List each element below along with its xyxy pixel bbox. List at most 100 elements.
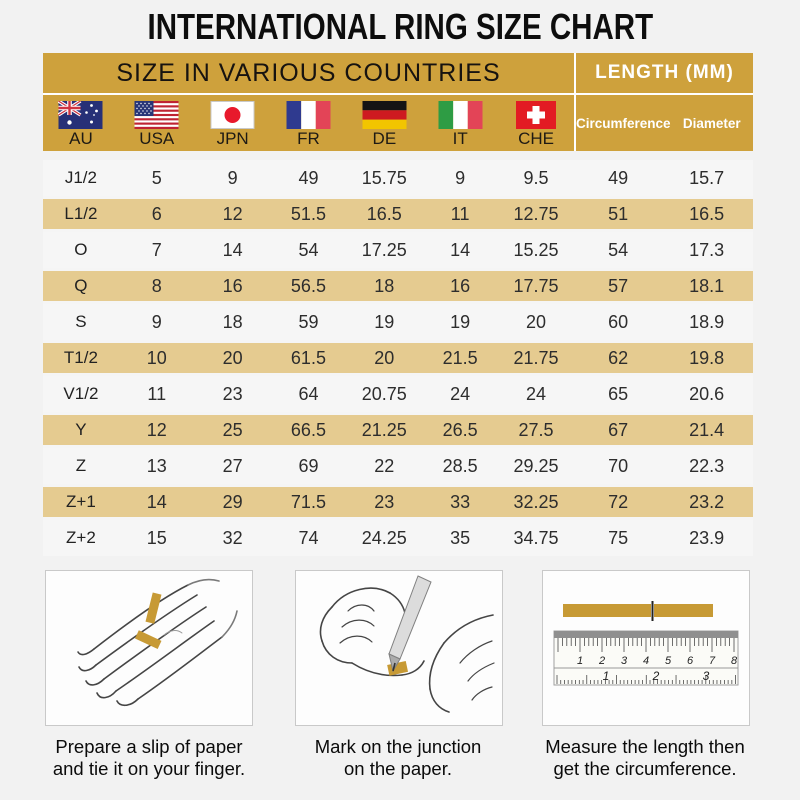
hand-with-paper-illustration (77, 578, 238, 707)
table-cell: 70 (608, 455, 629, 476)
table-cell: 61.5 (290, 347, 326, 368)
table-cell: 9 (227, 167, 238, 188)
ruler-number: 1 (603, 669, 610, 683)
column-header-de: DE (346, 101, 422, 148)
table-body: J1/2 5 9 49 15.75 9 9.5 49 15.7 L1/2 6 12 51.5 16.5 11… (43, 160, 753, 556)
table-row: Q 8 16 56.5 18 16 17.75 57 18.1 (43, 268, 753, 304)
table-cell: 26.5 (442, 419, 478, 440)
row-size-label: O (74, 240, 88, 259)
table-cell: 9 (151, 311, 162, 332)
ruler-number: 5 (665, 655, 672, 667)
table-cell: 8 (151, 275, 162, 296)
table-cell: 16 (450, 275, 471, 296)
table-cell: 18.9 (689, 311, 725, 332)
table-cell: 20 (525, 311, 546, 332)
table-cell: 19 (450, 311, 471, 332)
ruler-number: 1 (577, 655, 583, 667)
instruction-caption-1: Prepare a slip of paper and tie it on yo… (52, 736, 246, 779)
table-cell: 21.5 (442, 347, 478, 368)
ruler-number: 2 (598, 655, 605, 667)
ruler-number: 2 (652, 669, 660, 683)
table-cell: 29.25 (513, 455, 559, 476)
table-row: V1/2 11 23 64 20.75 24 24 65 20.6 (43, 376, 753, 412)
column-header-che: CHE (498, 101, 574, 148)
row-size-label: Q (74, 276, 88, 295)
table-cell: 51 (608, 203, 629, 224)
table-cell: 71.5 (290, 491, 326, 512)
flag-usa-icon (134, 101, 179, 129)
column-header-it: IT (422, 101, 498, 148)
table-row: S 9 18 59 19 19 20 60 18.9 (43, 304, 753, 340)
row-size-label: Z+2 (66, 528, 96, 547)
ruler-number: 8 (731, 655, 738, 667)
table-cell: 16.5 (689, 203, 725, 224)
column-header-usa: USA (119, 101, 195, 148)
table-cell: 27 (222, 455, 243, 476)
instruction-caption-2: Mark on the junction on the paper. (314, 736, 482, 779)
marking-pen-illustration (319, 575, 495, 713)
table-cell: 75 (608, 527, 629, 548)
page-title-wrap: INTERNATIONAL RING SIZE CHART (0, 6, 800, 48)
table-cell: 49 (608, 167, 629, 188)
flag-header-row: AU (43, 95, 574, 151)
table-cell: 64 (298, 383, 319, 404)
table-cell: 57 (608, 275, 629, 296)
row-size-label: Z+1 (66, 492, 96, 511)
table-header: SIZE IN VARIOUS COUNTRIES LENGTH (MM) (43, 53, 753, 151)
row-size-label: S (75, 312, 87, 331)
table-row: J1/2 5 9 49 15.75 9 9.5 49 15.7 (43, 160, 753, 196)
table-cell: 19.8 (689, 347, 725, 368)
table-cell: 15.25 (513, 239, 559, 260)
table-cell: 16 (222, 275, 243, 296)
table-cell: 32 (222, 527, 243, 548)
table-cell: 24 (450, 383, 471, 404)
table-row: Z+2 15 32 74 24.25 35 34.75 75 23.9 (43, 520, 753, 556)
table-cell: 21.25 (361, 419, 407, 440)
countries-group-header: SIZE IN VARIOUS COUNTRIES (43, 53, 574, 93)
table-cell: 14 (450, 239, 471, 260)
table-cell: 62 (608, 347, 629, 368)
flag-de-icon (362, 101, 407, 129)
table-cell: 14 (146, 491, 167, 512)
column-header-au: AU (43, 101, 119, 148)
table-row: O 7 14 54 17.25 14 15.25 54 17.3 (43, 232, 753, 268)
table-cell: 15.7 (689, 167, 725, 188)
instruction-box-3: 1 2 3 4 5 6 7 8 1 2 3 (542, 570, 750, 726)
flag-au-icon (58, 101, 103, 129)
ruler-number: 4 (643, 655, 649, 667)
table-cell: 35 (450, 527, 471, 548)
table-cell: 9.5 (523, 167, 549, 188)
table-cell: 18 (374, 275, 395, 296)
country-code-label: FR (297, 129, 320, 148)
table-cell: 18.1 (689, 275, 725, 296)
ruler-number: 7 (709, 655, 716, 667)
flag-fr-icon (286, 101, 331, 129)
column-header-fr: FR (271, 101, 347, 148)
flag-jpn-icon (210, 101, 255, 129)
table-cell: 6 (151, 203, 162, 224)
flag-che-icon (516, 101, 557, 129)
table-cell: 24 (525, 383, 546, 404)
table-cell: 29 (222, 491, 243, 512)
table-cell: 23.9 (689, 527, 725, 548)
row-size-label: Y (75, 420, 87, 439)
instruction-box-2 (295, 570, 503, 726)
table-cell: 20.75 (361, 383, 407, 404)
instruction-caption-3: Measure the length then get the circumfe… (545, 736, 745, 779)
table-cell: 19 (374, 311, 395, 332)
row-size-label: L1/2 (64, 204, 98, 223)
country-code-label: AU (69, 129, 93, 148)
table-cell: 32.25 (513, 491, 559, 512)
table-cell: 51.5 (290, 203, 326, 224)
table-cell: 14 (222, 239, 243, 260)
ruler-number: 6 (687, 655, 694, 667)
table-cell: 59 (298, 311, 319, 332)
table-cell: 15.75 (361, 167, 407, 188)
table-cell: 10 (146, 347, 167, 368)
table-cell: 20 (222, 347, 243, 368)
country-code-label: USA (139, 129, 175, 148)
flag-it-icon (438, 101, 483, 129)
table-cell: 17.25 (361, 239, 407, 260)
table-row: Y 12 25 66.5 21.25 26.5 27.5 67 21.4 (43, 412, 753, 448)
country-code-label: CHE (518, 129, 555, 148)
